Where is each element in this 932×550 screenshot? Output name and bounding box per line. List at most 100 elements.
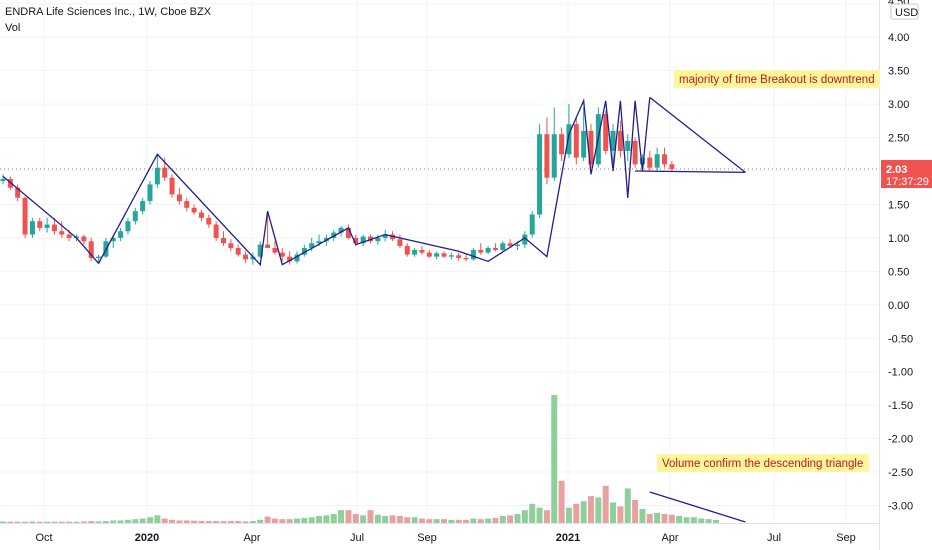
candle-body [265, 244, 271, 248]
candle-body [470, 249, 476, 260]
volume-bar [477, 519, 484, 523]
volume-bar [323, 515, 330, 523]
annotation-breakout[interactable]: majority of time Breakout is downtrend [674, 70, 880, 88]
candle-body [485, 247, 491, 253]
volume-bar [51, 521, 58, 523]
candle-body [44, 224, 50, 228]
x-tick-label: Jul [767, 532, 781, 544]
candle-body [345, 227, 351, 238]
volume-bar [712, 519, 719, 523]
candle-body [29, 221, 35, 235]
candle-body [7, 179, 13, 188]
volume-bar [382, 515, 389, 523]
annotation-volume[interactable]: Volume confirm the descending triangle [657, 454, 869, 472]
candle-body [610, 130, 616, 151]
candle-body [125, 221, 131, 232]
volume-bar [66, 521, 73, 523]
y-tick-label: -2.50 [888, 467, 913, 479]
currency-label: USD [895, 7, 918, 19]
candle-body [198, 212, 204, 218]
volume-bar [676, 515, 683, 523]
x-tick-label: Oct [35, 532, 52, 544]
candle-body [390, 234, 396, 240]
candle-body [206, 217, 212, 225]
volume-bar [22, 521, 29, 523]
candle-body [647, 157, 653, 168]
y-tick-label: -1.50 [888, 400, 913, 412]
candlesticks [0, 104, 675, 265]
candle-body [257, 244, 263, 257]
candle-body [331, 232, 337, 238]
volume-bar [249, 521, 256, 523]
volume-bar [698, 518, 705, 523]
volume-bar [308, 517, 315, 523]
candle-body [353, 237, 359, 244]
candle-body [147, 184, 153, 202]
volume-bar [418, 518, 425, 523]
candle-body [154, 167, 160, 185]
volume-bar [565, 507, 572, 523]
candle-body [412, 249, 418, 255]
candle-body [544, 134, 550, 178]
last-price-time: 17:37:29 [886, 176, 929, 188]
volume-bar [639, 508, 646, 523]
candle-body [118, 231, 124, 238]
volume-bar [183, 520, 190, 523]
volume-bar [411, 517, 418, 523]
candle-body [235, 247, 241, 255]
volume-bar [551, 395, 558, 523]
volume-bar [499, 515, 506, 523]
candle-body [478, 249, 484, 253]
volume-bar [690, 517, 697, 523]
volume-bar [433, 519, 440, 523]
volume-bar [80, 521, 87, 523]
volume-bar [147, 517, 153, 523]
candle-body [140, 201, 146, 212]
candle-body [279, 252, 285, 257]
candle-body [316, 241, 322, 244]
x-tick-label: Apr [243, 532, 260, 544]
volume-bar [705, 519, 712, 523]
candle-body [96, 256, 102, 258]
volume-bar [58, 521, 65, 523]
candle-body [463, 257, 469, 260]
volume-bar [654, 512, 661, 523]
candle-body [625, 140, 631, 151]
volume-bar [213, 521, 220, 523]
candle-body [66, 234, 72, 238]
candle-body [162, 167, 168, 178]
volume-bar [95, 521, 102, 523]
y-tick-label: 0.50 [888, 266, 909, 278]
volume-bar [161, 518, 168, 523]
volume-bar [257, 519, 264, 523]
volume-bar [124, 519, 131, 523]
candle-body [338, 227, 344, 233]
volume-bar [543, 510, 550, 523]
volume-bar [235, 521, 242, 523]
volume-bar [198, 520, 205, 523]
x-tick-label: Apr [661, 532, 678, 544]
x-axis[interactable]: Oct 2020 Apr Jul Sep 2021 Apr Jul Sep [0, 523, 880, 545]
volume-bar [330, 514, 337, 523]
x-tick-labels: Oct 2020 Apr Jul Sep 2021 Apr Jul Sep [35, 532, 855, 544]
candle-body [37, 221, 43, 228]
candle-body [51, 224, 57, 232]
candle-body [617, 130, 623, 151]
y-tick-label: -0.50 [888, 333, 913, 345]
volume-bar [455, 519, 462, 523]
candle-body [184, 201, 190, 208]
candle-body [375, 237, 381, 242]
volume-bar [668, 514, 675, 523]
candle-body [169, 177, 175, 195]
y-tick-label: 2.50 [888, 133, 909, 145]
annotation-breakout-bg [674, 70, 880, 88]
y-tick-label: 3.50 [888, 66, 909, 78]
candle-body [566, 124, 572, 155]
trend-line [2, 97, 651, 267]
grid-lines [0, 0, 880, 523]
y-axis[interactable]: 4.504.003.503.002.502.001.501.000.500.00… [879, 0, 932, 550]
volume-bar [345, 510, 352, 523]
candle-body [581, 130, 587, 158]
volume-bar [485, 518, 492, 523]
